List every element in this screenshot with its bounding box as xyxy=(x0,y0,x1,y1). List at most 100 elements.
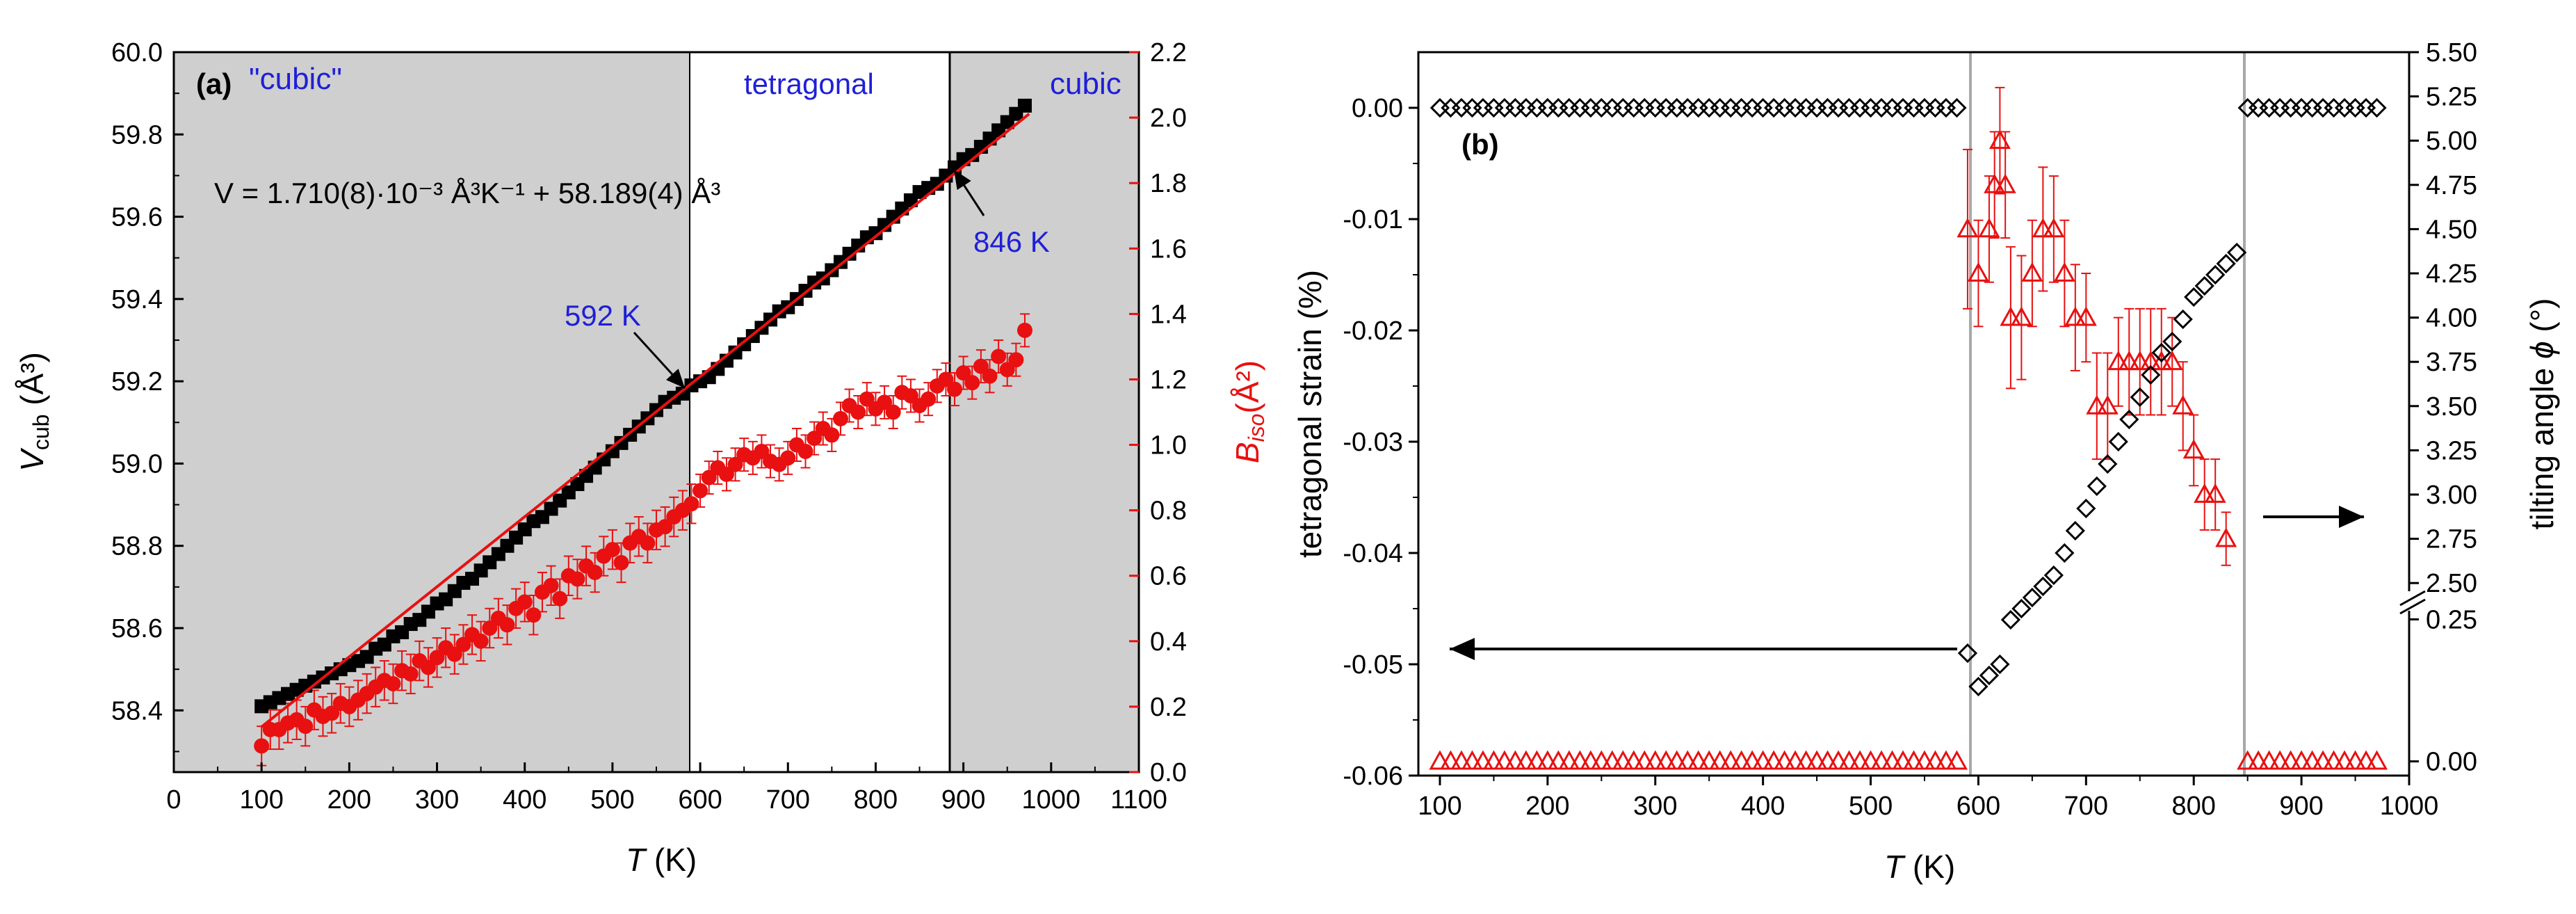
tilt-point xyxy=(1515,750,1537,770)
strain-point xyxy=(1731,97,1751,118)
y-right-tick-label: 3.00 xyxy=(2426,481,2477,510)
biso-point xyxy=(824,427,840,443)
biso-point xyxy=(938,371,954,387)
strain-point xyxy=(1473,97,1493,118)
strain-point xyxy=(1914,97,1935,118)
strain-point xyxy=(1623,97,1644,118)
biso-point xyxy=(657,519,673,535)
tilt-point xyxy=(1784,750,1806,770)
tilt-point xyxy=(2021,262,2043,282)
tilt-point xyxy=(1633,750,1655,770)
biso-point xyxy=(526,607,542,623)
svg-text:tetragonal strain (%): tetragonal strain (%) xyxy=(1292,270,1328,558)
tilt-point xyxy=(1978,218,2000,238)
y-right-tick-label: 0.0 xyxy=(1150,758,1187,787)
y-left-tick-label: 59.2 xyxy=(111,367,163,396)
tilt-point xyxy=(1731,750,1753,770)
tilt-point xyxy=(1902,750,1925,770)
svg-text:T (K): T (K) xyxy=(626,842,697,878)
x-tick-label: 700 xyxy=(766,785,810,815)
tilt-point xyxy=(1838,750,1861,770)
biso-point xyxy=(727,456,743,472)
x-tick-label: 200 xyxy=(1525,792,1569,821)
tilt-point xyxy=(1623,750,1645,770)
y-left-tick-label: 59.6 xyxy=(111,203,163,232)
x-tick-label: 900 xyxy=(941,785,985,815)
panel-b-ylabel-right: tilting angle ϕ (°) xyxy=(2524,298,2560,530)
tilt-point xyxy=(2204,483,2226,503)
y-left-tick-label: 60.0 xyxy=(111,38,163,67)
strain-point xyxy=(2151,342,2171,363)
x-tick-label: 0 xyxy=(166,785,181,815)
y-right-tick-label: 5.50 xyxy=(2426,38,2477,67)
y-left-tick-label: -0.04 xyxy=(1343,539,1403,568)
strain-point xyxy=(1774,97,1795,118)
tilt-point xyxy=(2064,306,2087,326)
strain-point xyxy=(1548,97,1569,118)
tilt-point xyxy=(1709,750,1731,770)
strain-point xyxy=(1806,97,1827,118)
tilt-point xyxy=(1817,750,1839,770)
tilt-point xyxy=(1994,173,2016,193)
y-right-tick-label: 3.25 xyxy=(2426,436,2477,465)
strain-point xyxy=(1861,97,1881,118)
region-label-cubic: cubic xyxy=(1050,67,1121,101)
tilt-point xyxy=(1806,750,1828,770)
strain-point xyxy=(1613,97,1633,118)
biso-point xyxy=(324,705,340,721)
annotation-592K: 592 K xyxy=(565,299,641,332)
y-left-tick-label: 59.0 xyxy=(111,449,163,479)
strain-point xyxy=(2345,97,2365,118)
tilt-point xyxy=(1795,750,1817,770)
biso-point xyxy=(482,620,498,636)
tilt-point xyxy=(2053,262,2075,282)
strain-point xyxy=(2237,97,2258,118)
svg-text:tilting angle ϕ (°): tilting angle ϕ (°) xyxy=(2524,298,2560,530)
strain-point xyxy=(2087,476,2107,497)
strain-point xyxy=(2162,331,2182,352)
y-left-tick-label: -0.01 xyxy=(1343,205,1403,234)
tilt-point xyxy=(1666,750,1688,770)
x-tick-label: 100 xyxy=(1418,792,1461,821)
tilt-point xyxy=(2194,483,2216,503)
x-tick-label: 600 xyxy=(678,785,722,815)
strain-point xyxy=(1957,643,1978,664)
y-right-tick-label: 0.6 xyxy=(1150,562,1187,591)
biso-point xyxy=(385,675,401,691)
y-right-tick-label: 2.0 xyxy=(1150,104,1187,133)
y-right-tick-label: 0.25 xyxy=(2426,605,2477,634)
tilt-point xyxy=(1935,750,1957,770)
x-tick-label: 300 xyxy=(1633,792,1677,821)
y-left-tick-label: 0.00 xyxy=(1352,94,1403,123)
strain-point xyxy=(1429,97,1450,118)
strain-point xyxy=(2227,242,2247,263)
biso-point xyxy=(543,577,559,593)
panel-a-shade-right xyxy=(950,52,1139,772)
panel-b-ylabel-left: tetragonal strain (%) xyxy=(1292,270,1328,558)
tilt-point xyxy=(2096,394,2119,415)
svg-text:Vcub (Å³): Vcub (Å³) xyxy=(14,352,54,472)
strain-point xyxy=(2065,520,2085,541)
tilt-point xyxy=(2258,750,2281,770)
x-tick-label: 400 xyxy=(1741,792,1785,821)
strain-point xyxy=(1990,654,2010,675)
strain-point xyxy=(1947,97,1967,118)
tilt-point xyxy=(1870,750,1893,770)
tilt-point xyxy=(1655,750,1677,770)
panel-a-label: (a) xyxy=(196,67,232,100)
strain-point xyxy=(1451,97,1472,118)
tilt-point xyxy=(2237,750,2259,770)
biso-point xyxy=(1008,352,1024,368)
strain-point xyxy=(1570,97,1590,118)
annotation-592K-arrow xyxy=(633,331,686,390)
annotation-846K-arrow xyxy=(953,169,985,216)
tilt-point xyxy=(1763,750,1785,770)
strain-point xyxy=(1591,97,1612,118)
y-right-tick-label: 2.2 xyxy=(1150,38,1187,67)
tilt-point xyxy=(2086,394,2108,415)
strain-point xyxy=(1742,97,1763,118)
y-right-tick-label: 0.8 xyxy=(1150,497,1187,526)
tilt-point xyxy=(1988,129,2011,150)
strain-point xyxy=(2281,97,2301,118)
tilt-point xyxy=(2269,750,2291,770)
